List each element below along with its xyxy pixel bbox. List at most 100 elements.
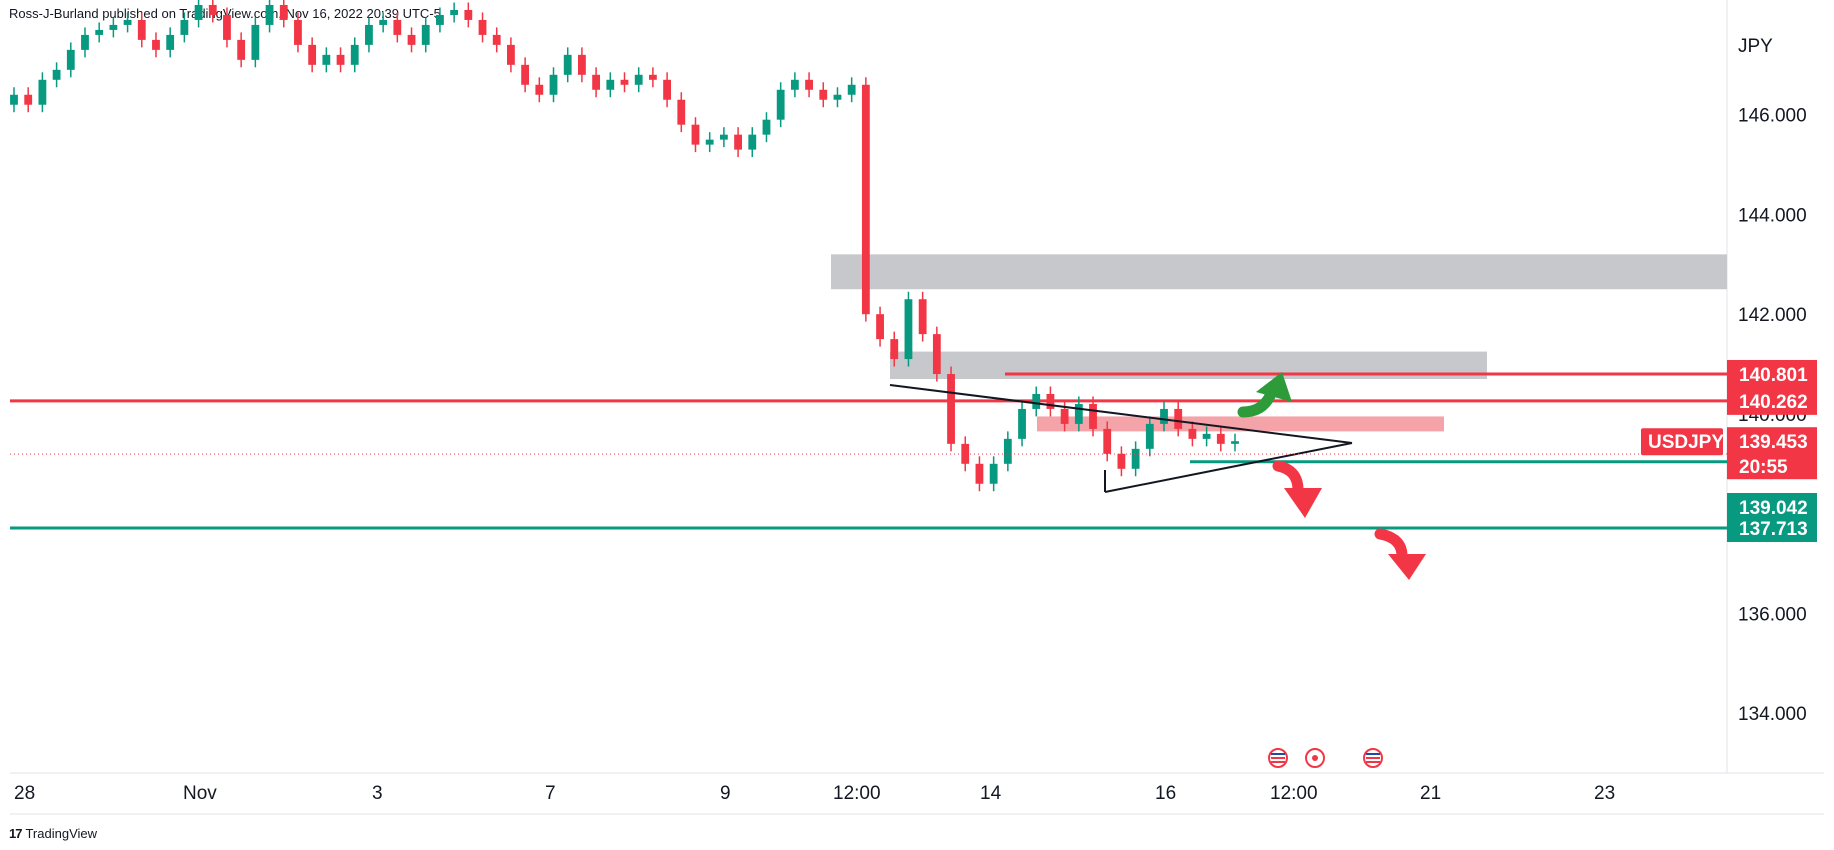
- supply-zone-upper[interactable]: [831, 254, 1727, 290]
- candle: [521, 57, 530, 93]
- candle: [1231, 433, 1239, 452]
- candle: [1202, 426, 1211, 447]
- candle: [620, 72, 629, 93]
- candle: [748, 127, 757, 158]
- zones-layer: [831, 254, 1727, 432]
- price-tick-label: 146.000: [1738, 106, 1807, 127]
- candle: [1131, 441, 1140, 477]
- candle: [507, 37, 515, 73]
- candle: [634, 67, 643, 93]
- candle: [1089, 396, 1097, 437]
- resistance-zone[interactable]: [1037, 416, 1444, 432]
- event-dot-icon[interactable]: [1305, 748, 1325, 768]
- candle: [109, 17, 118, 38]
- candle: [1174, 401, 1183, 437]
- candle: [861, 77, 870, 322]
- publisher-caption: Ross-J-Burland published on TradingView.…: [9, 6, 441, 21]
- candle: [208, 0, 217, 23]
- time-tick-label: 3: [372, 783, 383, 804]
- candle: [1117, 446, 1126, 477]
- candle: [592, 67, 601, 98]
- candle: [436, 7, 444, 33]
- candle: [95, 22, 104, 43]
- current-price-tag[interactable]: USDJPY 139.453 20:55: [1641, 427, 1817, 480]
- candle: [1018, 401, 1026, 447]
- candle: [1145, 416, 1154, 457]
- candle: [648, 67, 657, 88]
- candle: [66, 42, 75, 78]
- candle: [152, 32, 160, 58]
- price-tick-label: 144.000: [1738, 205, 1807, 226]
- candle: [1188, 421, 1197, 447]
- candle: [492, 27, 501, 53]
- us-flag-event-icon-1[interactable]: [1268, 748, 1288, 768]
- candle: [563, 47, 572, 83]
- red-down-arrow-1: [1272, 460, 1322, 518]
- svg-text:140.801: 140.801: [1739, 365, 1808, 386]
- candle: [947, 366, 955, 452]
- candle: [393, 12, 402, 43]
- footer-brand[interactable]: 17 TradingView: [9, 826, 97, 841]
- candle: [407, 27, 416, 53]
- candle: [294, 12, 302, 53]
- candle: [478, 12, 487, 43]
- candle: [365, 17, 373, 53]
- price-tick-label: 136.000: [1738, 604, 1807, 625]
- candle: [762, 112, 771, 143]
- price-tick-label: 142.000: [1738, 305, 1807, 326]
- candle: [1032, 386, 1041, 417]
- candle: [379, 12, 388, 33]
- candle: [705, 132, 714, 153]
- price-tag-137.713: 137.713: [1727, 513, 1817, 542]
- candle: [52, 62, 61, 88]
- candle: [450, 2, 459, 23]
- candle: [1216, 426, 1225, 452]
- candle: [123, 12, 132, 33]
- candle: [1074, 396, 1083, 432]
- candle: [1003, 431, 1012, 472]
- candle: [904, 291, 913, 367]
- time-axis[interactable]: 28 Nov 3 7 9 12:00 14 16 12:00 21 23: [14, 783, 1615, 804]
- candle: [137, 12, 146, 48]
- price-axis[interactable]: 146.000144.000142.000140.000136.000134.0…: [1738, 106, 1807, 725]
- candle: [38, 72, 47, 113]
- candle: [251, 17, 260, 68]
- us-flag-event-icon-2[interactable]: [1363, 748, 1383, 768]
- candle: [819, 82, 828, 108]
- candle: [10, 87, 18, 113]
- time-tick-label: 12:00: [833, 783, 881, 804]
- candle: [464, 2, 473, 28]
- candle: [677, 92, 686, 133]
- candle: [350, 37, 359, 73]
- svg-text:140.262: 140.262: [1739, 392, 1808, 413]
- footer-brand-label: TradingView: [25, 826, 98, 841]
- currency-label: JPY: [1738, 36, 1773, 57]
- candle: [734, 127, 742, 158]
- candle: [1160, 401, 1168, 432]
- candle: [776, 82, 785, 128]
- svg-text:139.453: 139.453: [1739, 432, 1808, 453]
- time-tick-label: 23: [1594, 783, 1615, 804]
- candle: [237, 32, 246, 68]
- candle: [549, 67, 558, 103]
- candle: [961, 436, 970, 472]
- svg-text:137.713: 137.713: [1739, 519, 1808, 540]
- candle: [790, 72, 799, 98]
- candle: [180, 12, 189, 43]
- triangle-pattern[interactable]: [889, 384, 1353, 493]
- candle: [322, 47, 331, 73]
- candle: [1046, 386, 1055, 417]
- time-tick-label: 28: [14, 783, 35, 804]
- candle: [847, 77, 856, 103]
- red-down-arrow-2: [1374, 528, 1426, 580]
- green-up-arrow: [1237, 372, 1292, 418]
- candle: [81, 27, 89, 58]
- price-tick-label: 134.000: [1738, 704, 1807, 725]
- candle: [166, 27, 175, 58]
- candle: [719, 127, 728, 148]
- candle: [1103, 421, 1112, 462]
- candle: [918, 291, 927, 342]
- candle: [194, 0, 203, 28]
